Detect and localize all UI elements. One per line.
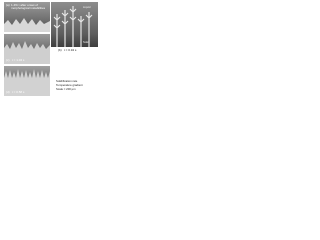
dendrites bbox=[53, 6, 93, 47]
solid-front bbox=[4, 41, 50, 64]
panel-label: (c) bbox=[6, 58, 10, 62]
dendrite-image bbox=[53, 6, 93, 47]
panel-b: Liquid Solid bbox=[51, 2, 98, 47]
note: Solid bbox=[83, 40, 90, 44]
figure: {"panels": [ {"label": "(a)", "caption":… bbox=[0, 0, 100, 98]
dendrite-image bbox=[4, 18, 50, 32]
legend-line: Solidification rate bbox=[56, 79, 78, 83]
note: Liquid bbox=[83, 5, 91, 9]
panel-caption: t = 1.04 s bbox=[12, 58, 25, 62]
solid-front bbox=[4, 18, 50, 32]
panel-label: (a) bbox=[6, 3, 10, 7]
panel-c: (c) t = 1.04 s bbox=[4, 34, 50, 64]
dendrite-image bbox=[4, 41, 50, 64]
legend-line: Temperature gradient bbox=[56, 83, 83, 87]
dendrite-image bbox=[4, 69, 50, 96]
panel-a: (a) 1.4% t after onset of morphological … bbox=[4, 2, 50, 32]
panel-caption: t = 0.58 s bbox=[12, 90, 25, 94]
panel-caption: t = 0.34 s bbox=[64, 48, 77, 52]
panel-d: (d) t = 0.58 s bbox=[4, 66, 50, 96]
legend-line: Scale = 200 μm bbox=[56, 87, 76, 91]
panel-caption: 1.4% t after onset of morphological inst… bbox=[11, 3, 46, 11]
panel-label: (b) bbox=[58, 48, 62, 52]
panel-label: (d) bbox=[6, 90, 10, 94]
solid-front bbox=[4, 69, 50, 96]
